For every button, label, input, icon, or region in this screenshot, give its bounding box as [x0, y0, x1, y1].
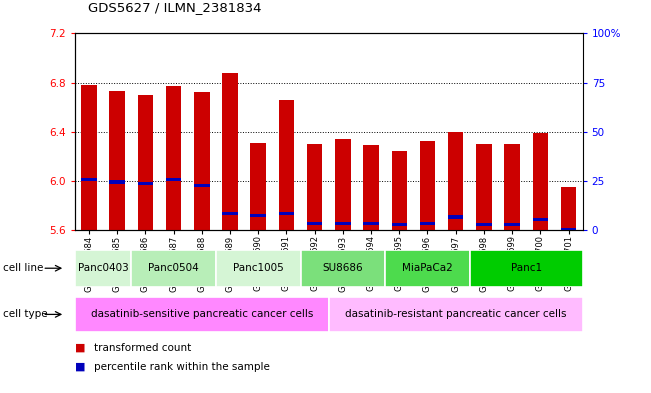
Bar: [385, 250, 470, 287]
Bar: [476, 223, 492, 226]
Bar: [251, 214, 266, 217]
Bar: [194, 184, 210, 187]
Bar: [363, 222, 379, 225]
Text: dasatinib-sensitive pancreatic cancer cells: dasatinib-sensitive pancreatic cancer ce…: [90, 309, 313, 320]
Bar: [561, 228, 576, 231]
Text: Panc0403: Panc0403: [77, 263, 128, 273]
Bar: [448, 215, 464, 219]
Bar: [166, 86, 182, 230]
Bar: [505, 144, 520, 230]
Bar: [335, 139, 351, 230]
Bar: [194, 92, 210, 230]
Bar: [301, 250, 385, 287]
Bar: [448, 132, 464, 230]
Bar: [109, 91, 125, 230]
Bar: [222, 212, 238, 215]
Bar: [420, 222, 436, 225]
Bar: [222, 73, 238, 230]
Text: Panc1005: Panc1005: [233, 263, 284, 273]
Text: MiaPaCa2: MiaPaCa2: [402, 263, 453, 273]
Text: Panc0504: Panc0504: [148, 263, 199, 273]
Text: ■: ■: [75, 343, 85, 353]
Bar: [335, 222, 351, 225]
Text: GDS5627 / ILMN_2381834: GDS5627 / ILMN_2381834: [88, 1, 262, 14]
Bar: [75, 250, 132, 287]
Bar: [420, 141, 436, 230]
Bar: [81, 85, 97, 230]
Text: percentile rank within the sample: percentile rank within the sample: [94, 362, 270, 372]
Bar: [307, 222, 322, 225]
Text: SU8686: SU8686: [322, 263, 363, 273]
Bar: [251, 143, 266, 230]
Bar: [476, 144, 492, 230]
Bar: [279, 100, 294, 230]
Bar: [166, 178, 182, 181]
Bar: [81, 178, 97, 181]
Bar: [137, 182, 153, 185]
Bar: [391, 151, 407, 230]
Text: cell type: cell type: [3, 309, 48, 320]
Bar: [216, 250, 301, 287]
Text: cell line: cell line: [3, 263, 44, 273]
Bar: [279, 212, 294, 215]
Bar: [391, 223, 407, 226]
Bar: [75, 297, 329, 332]
Bar: [533, 218, 548, 221]
Text: Panc1: Panc1: [510, 263, 542, 273]
Bar: [132, 250, 216, 287]
Bar: [109, 180, 125, 184]
Text: dasatinib-resistant pancreatic cancer cells: dasatinib-resistant pancreatic cancer ce…: [345, 309, 566, 320]
Bar: [329, 297, 583, 332]
Bar: [505, 223, 520, 226]
Text: ■: ■: [75, 362, 85, 372]
Bar: [307, 144, 322, 230]
Bar: [533, 133, 548, 230]
Text: transformed count: transformed count: [94, 343, 191, 353]
Bar: [561, 187, 576, 230]
Bar: [363, 145, 379, 230]
Bar: [137, 95, 153, 230]
Bar: [470, 250, 583, 287]
